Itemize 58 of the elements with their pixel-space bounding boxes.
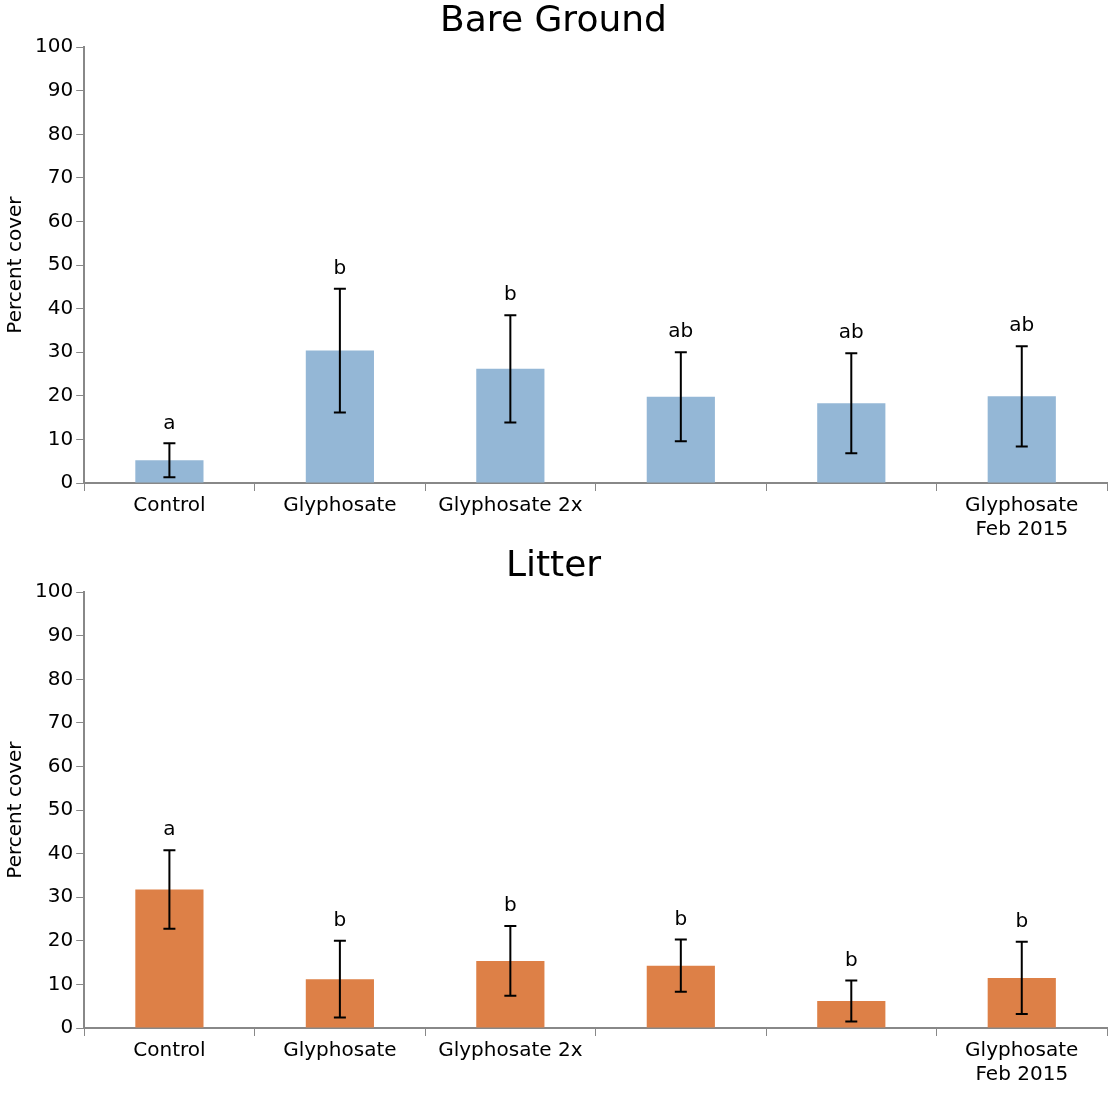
y-tick-label: 60 [47, 752, 74, 777]
x-tick-label: Glyphosate 2x [438, 1037, 583, 1062]
y-tick-label: 80 [47, 120, 74, 145]
chart-title: Litter [505, 542, 602, 584]
y-tick-label: 90 [47, 76, 74, 101]
y-tick-label: 40 [47, 839, 74, 864]
annotation: a [163, 409, 176, 434]
bar [476, 368, 545, 483]
y-tick-label: 100 [34, 33, 74, 58]
annotation: b [1015, 907, 1029, 932]
y-tick-label: 30 [47, 883, 74, 908]
bar [135, 889, 204, 1028]
bar [817, 403, 886, 483]
annotation: b [504, 892, 517, 917]
y-tick-label: 40 [47, 294, 74, 319]
bar [646, 396, 715, 483]
y-tick-label: 0 [60, 469, 74, 494]
x-tick-label: Glyphosate 2x [438, 492, 583, 517]
y-tick-label: 70 [47, 164, 74, 189]
y-axis-title: Percent cover [2, 195, 27, 334]
bar [305, 979, 374, 1028]
annotation: b [844, 946, 858, 971]
y-tick-label: 80 [47, 665, 74, 690]
bar [135, 460, 204, 483]
x-tick-label: Control [133, 1037, 206, 1062]
x-tick-label: Glyphosate Feb 2015 [965, 1037, 1079, 1086]
y-axis-title: Percent cover [2, 740, 27, 879]
annotation: ab [668, 318, 694, 343]
annotation: b [333, 254, 347, 279]
annotation: b [504, 281, 517, 306]
bar [476, 960, 545, 1028]
y-tick-label: 10 [47, 970, 74, 995]
bar [817, 1000, 886, 1028]
y-tick-label: 100 [34, 578, 74, 603]
annotation: ab [1009, 312, 1035, 337]
x-tick-label: Glyphosate [283, 492, 397, 517]
annotation: ab [838, 319, 864, 344]
x-tick-label: Glyphosate [283, 1037, 397, 1062]
y-tick-label: 50 [47, 251, 74, 276]
y-tick-label: 90 [47, 621, 74, 646]
y-tick-label: 60 [47, 207, 74, 232]
bar [987, 396, 1056, 483]
y-tick-label: 10 [47, 425, 74, 450]
bar [305, 350, 374, 483]
x-tick-label: Control [133, 492, 206, 517]
annotation: b [674, 905, 688, 930]
bar [646, 965, 715, 1028]
y-tick-label: 50 [47, 796, 74, 821]
y-tick-label: 20 [47, 927, 74, 952]
y-tick-label: 0 [60, 1014, 74, 1039]
y-tick-label: 20 [47, 382, 74, 407]
annotation: a [163, 816, 176, 841]
chart-title: Bare Ground [440, 0, 667, 39]
y-tick-label: 70 [47, 709, 74, 734]
x-tick-label: Glyphosate Feb 2015 [965, 492, 1079, 541]
bar [987, 977, 1056, 1028]
y-tick-label: 30 [47, 338, 74, 363]
annotation: b [333, 907, 347, 932]
